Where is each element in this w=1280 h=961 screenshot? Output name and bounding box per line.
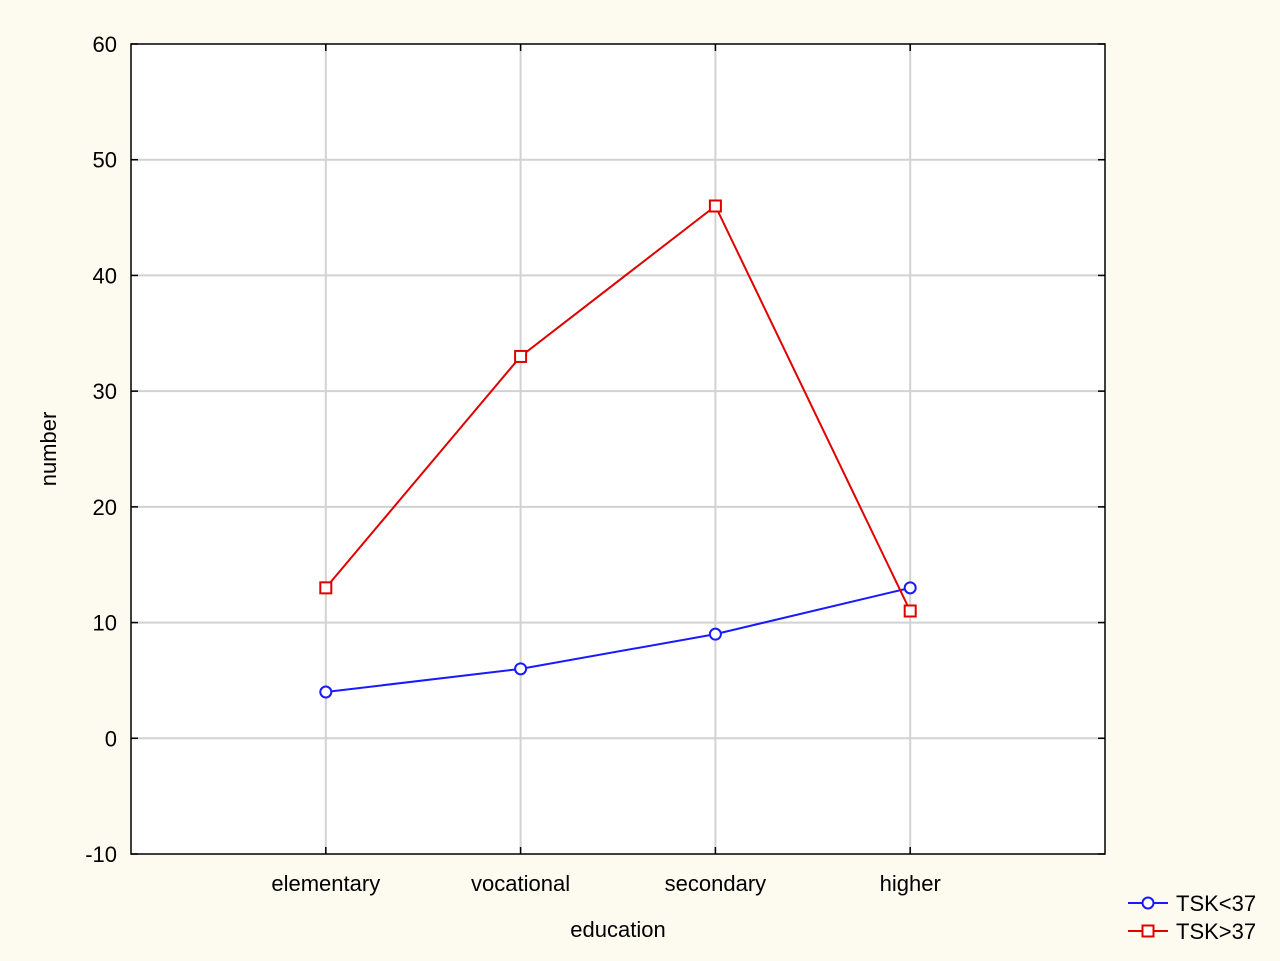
x-axis-label: education: [570, 917, 665, 942]
grid-layer: [131, 44, 1105, 854]
data-point: [708, 199, 722, 213]
y-tick-label: 0: [105, 726, 117, 751]
data-point: [319, 581, 333, 595]
y-axis-label: number: [36, 412, 61, 487]
y-tick-label: 10: [93, 611, 117, 636]
legend-item: TSK<37: [1128, 891, 1256, 916]
x-tick-label: secondary: [665, 871, 767, 896]
x-tick-label: higher: [880, 871, 941, 896]
y-tick-label: 60: [93, 32, 117, 57]
series-line: [325, 204, 912, 612]
data-point: [903, 604, 917, 618]
y-tick-label: 40: [93, 263, 117, 288]
data-point: [903, 581, 917, 595]
plot-area: [131, 44, 1105, 854]
legend-label: TSK<37: [1176, 891, 1256, 916]
legend: TSK<37 TSK>37: [1128, 891, 1256, 944]
tick-layer: -10 0 10 20 30 40 50 60 elementary vocational seco…: [85, 32, 1105, 896]
legend-label: TSK>37: [1176, 919, 1256, 944]
x-tick-label: elementary: [271, 871, 380, 896]
legend-marker: [1141, 896, 1155, 910]
plot-frame: [130, 43, 1106, 855]
series-1: [319, 581, 917, 699]
data-point: [319, 685, 333, 699]
series-layer: [319, 199, 917, 699]
data-point: [514, 349, 528, 363]
y-tick-label: 30: [93, 379, 117, 404]
data-point: [708, 627, 722, 641]
y-tick-label: 20: [93, 495, 117, 520]
x-tick-label: vocational: [471, 871, 570, 896]
legend-marker: [1141, 924, 1155, 938]
data-point: [514, 662, 528, 676]
series-2: [319, 199, 917, 618]
y-tick-label: -10: [85, 842, 117, 867]
legend-item: TSK>37: [1128, 919, 1256, 944]
series-line: [325, 586, 911, 693]
y-tick-label: 50: [93, 148, 117, 173]
